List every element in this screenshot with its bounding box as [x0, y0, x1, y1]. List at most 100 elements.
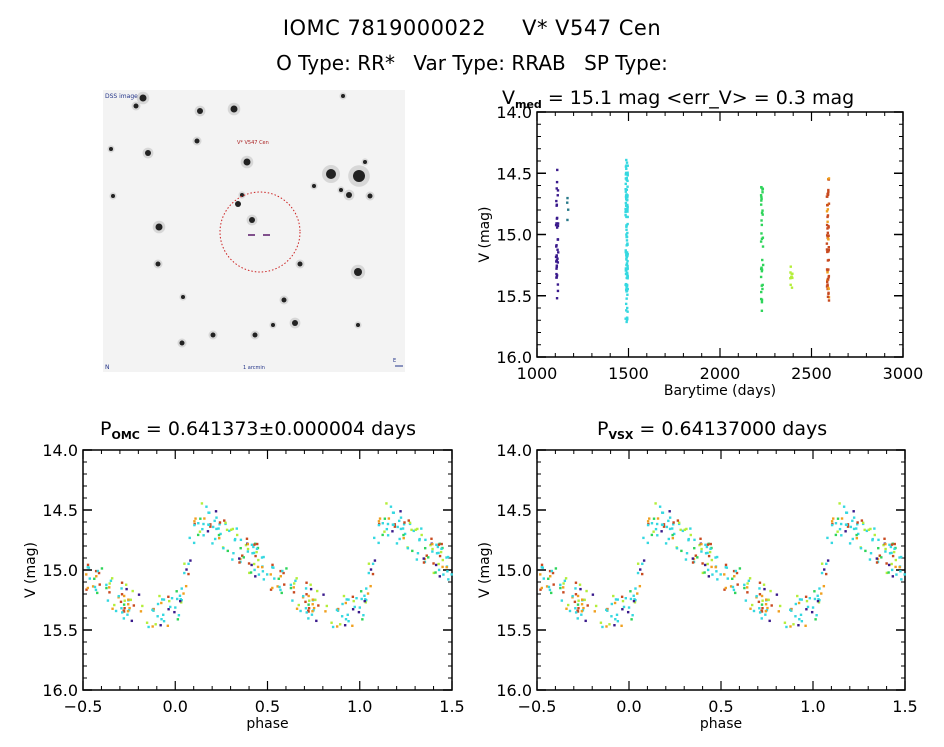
y-axis-label: V (mag) [477, 206, 493, 262]
data-point [775, 593, 779, 596]
data-point [169, 605, 172, 609]
data-point [198, 530, 202, 533]
data-point [315, 619, 318, 623]
data-point [125, 587, 128, 591]
data-point [160, 598, 164, 601]
data-point [840, 534, 843, 537]
data-point [625, 309, 628, 312]
data-point [625, 272, 629, 275]
data-point [625, 197, 628, 200]
data-point [869, 527, 872, 531]
data-point [408, 521, 412, 525]
data-point [549, 591, 553, 595]
data-point [658, 505, 662, 508]
data-point [734, 569, 737, 573]
star [139, 94, 147, 102]
data-point [192, 541, 196, 545]
data-point [724, 566, 727, 569]
data-point [392, 523, 395, 527]
data-point [826, 215, 829, 219]
data-point [100, 567, 104, 570]
data-point [437, 543, 441, 546]
data-point [736, 583, 739, 586]
y-axis-label: V (mag) [23, 542, 39, 598]
data-point [584, 619, 587, 623]
y-axis-label: V (mag) [477, 542, 493, 598]
data-point [555, 199, 558, 203]
data-point [824, 572, 828, 576]
data-point [555, 204, 558, 207]
x-axis-label: Barytime (days) [664, 383, 776, 399]
data-point [626, 207, 629, 211]
data-point [96, 569, 100, 573]
data-point [760, 300, 764, 304]
data-point [641, 562, 644, 566]
data-point [565, 607, 568, 610]
data-point [777, 610, 780, 613]
data-point [703, 571, 706, 574]
data-point [222, 547, 225, 550]
data-point [309, 583, 312, 586]
data-point [830, 541, 834, 545]
y-tick-label: 15.0 [496, 561, 532, 580]
data-point [827, 292, 830, 296]
data-point [624, 187, 627, 191]
data-point [185, 568, 188, 571]
data-point [555, 264, 559, 267]
data-point [86, 566, 90, 569]
data-point [840, 517, 844, 520]
data-point [424, 538, 427, 542]
data-point [642, 536, 645, 540]
data-point [162, 598, 166, 601]
data-point [239, 546, 242, 550]
data-point [108, 586, 111, 589]
data-point [744, 599, 748, 602]
data-point [325, 604, 329, 608]
data-point [571, 594, 574, 598]
data-point [800, 619, 804, 623]
data-point [250, 543, 254, 547]
data-point [317, 604, 320, 607]
data-point [629, 590, 632, 593]
data-point [800, 598, 803, 601]
data-point [441, 558, 444, 562]
star [339, 188, 343, 192]
data-point [743, 586, 746, 590]
data-point [760, 309, 764, 312]
star [312, 184, 316, 188]
x-tick-label: 1.0 [347, 697, 372, 716]
data-point [825, 248, 829, 251]
data-point [768, 619, 771, 623]
data-point [304, 607, 308, 610]
data-point [574, 607, 577, 610]
data-point [826, 283, 829, 286]
data-point [624, 250, 628, 254]
data-point [381, 533, 384, 537]
data-point [111, 607, 114, 610]
data-point [899, 555, 903, 559]
data-point [122, 617, 126, 620]
data-point [761, 287, 764, 291]
data-point [559, 586, 562, 590]
data-point [624, 173, 628, 176]
data-point [235, 527, 238, 530]
data-point [671, 536, 675, 540]
data-point [764, 598, 768, 601]
data-point [889, 545, 893, 549]
data-point [747, 579, 751, 583]
data-point [778, 604, 782, 608]
data-point [605, 608, 608, 612]
data-point [555, 217, 559, 220]
data-point [650, 533, 654, 537]
data-point [633, 601, 637, 604]
data-point [271, 563, 274, 567]
data-point [681, 529, 685, 533]
data-point [625, 286, 628, 289]
data-point [297, 603, 300, 607]
data-point [309, 587, 313, 591]
data-point [789, 608, 792, 612]
data-point [624, 190, 628, 193]
data-point [188, 536, 191, 540]
data-point [555, 274, 559, 277]
data-point [307, 607, 311, 610]
